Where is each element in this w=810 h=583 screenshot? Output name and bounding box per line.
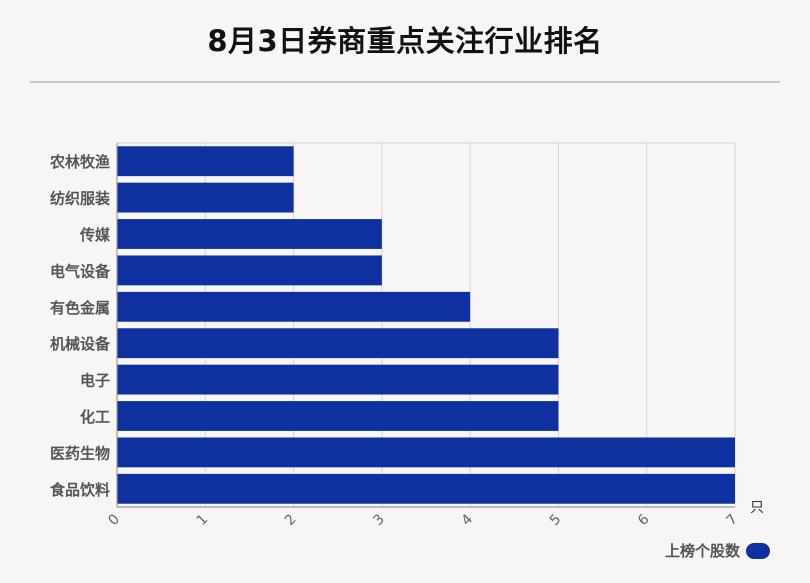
legend-swatch xyxy=(746,542,770,559)
category-label: 纺织服装 xyxy=(50,190,111,208)
bar xyxy=(117,401,559,431)
bar xyxy=(117,473,735,504)
category-label: 医药生物 xyxy=(50,444,110,462)
category-label: 农林牧渔 xyxy=(49,153,110,171)
x-tick-label: 3 xyxy=(370,511,388,529)
bar xyxy=(117,146,294,177)
legend-label: 上榜个股数 xyxy=(664,542,740,560)
category-label: 传媒 xyxy=(79,226,111,244)
chart-title: 8月3日券商重点关注行业排名 xyxy=(207,24,603,58)
bar xyxy=(117,291,471,322)
x-tick-label: 5 xyxy=(547,511,565,529)
x-tick-label: 1 xyxy=(194,511,212,529)
x-unit-label: 只 xyxy=(750,500,764,516)
category-label: 有色金属 xyxy=(50,299,110,317)
legend[interactable]: 上榜个股数 xyxy=(665,540,770,561)
x-tick-label: 7 xyxy=(723,511,741,529)
bar xyxy=(117,182,294,213)
x-tick-label: 4 xyxy=(459,511,477,529)
x-tick-label: 2 xyxy=(282,511,300,529)
bar xyxy=(117,255,382,286)
category-label: 化工 xyxy=(80,408,110,426)
category-label: 电气设备 xyxy=(50,262,111,280)
category-label: 机械设备 xyxy=(50,335,111,353)
bar xyxy=(117,219,382,249)
x-tick-label: 6 xyxy=(635,511,653,529)
category-label: 食品饮料 xyxy=(50,481,110,499)
category-label: 电子 xyxy=(80,372,110,390)
title-divider xyxy=(30,81,780,83)
x-tick-label: 0 xyxy=(105,511,123,529)
bar xyxy=(117,437,735,468)
bar xyxy=(117,328,559,359)
bar xyxy=(117,364,559,395)
